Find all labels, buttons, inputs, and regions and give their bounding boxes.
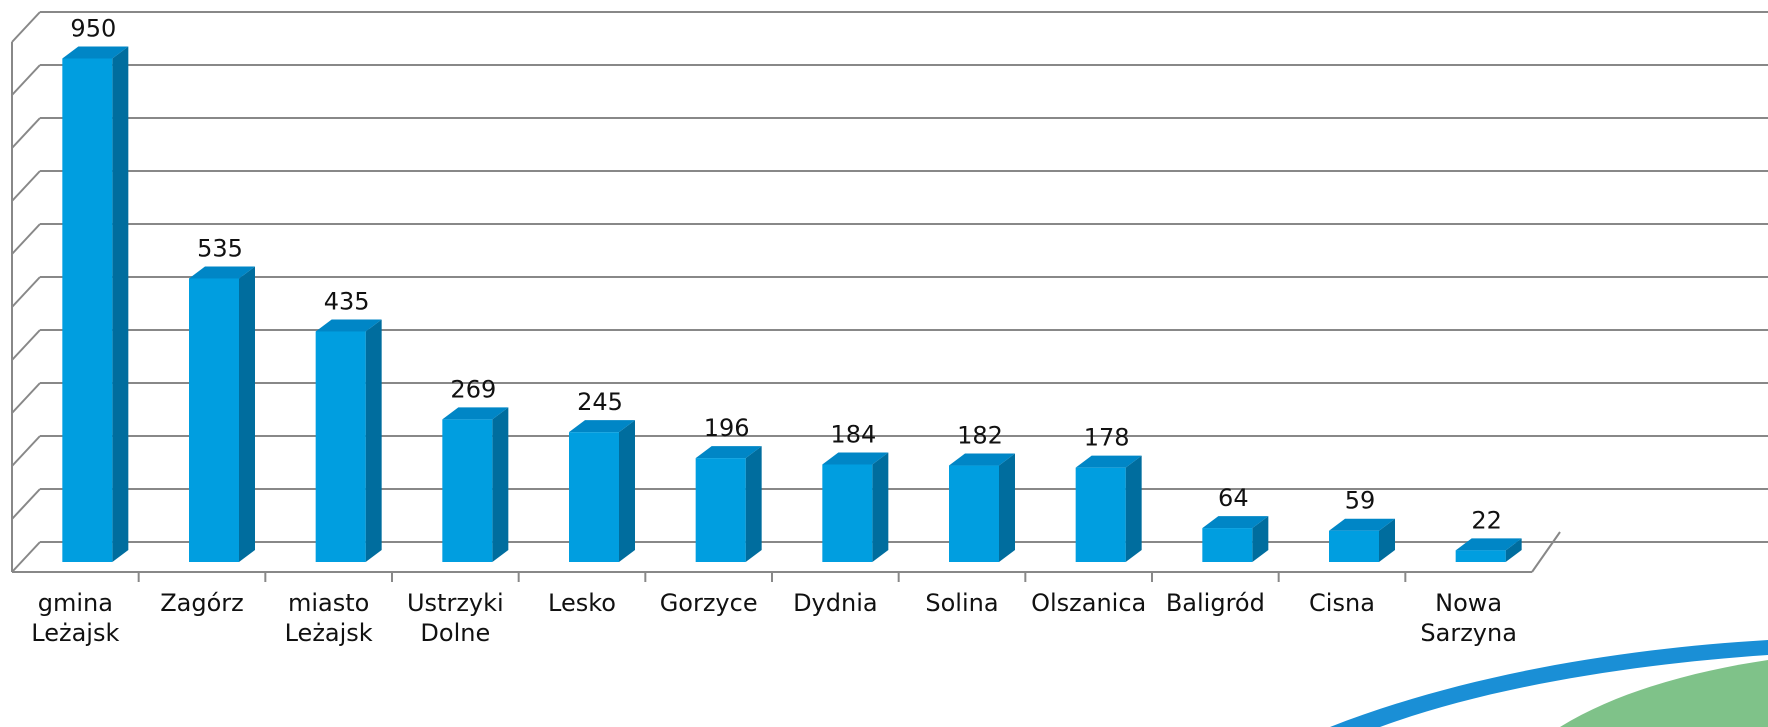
bar-side <box>1252 516 1269 562</box>
grid-line-side <box>11 488 41 520</box>
bar-top <box>949 453 1015 466</box>
bar <box>62 58 113 562</box>
value-label: 178 <box>1084 424 1130 452</box>
bar-top <box>1329 518 1395 531</box>
bar-side <box>619 420 635 562</box>
value-label: 59 <box>1345 487 1376 515</box>
x-tick-label: Solina <box>925 589 999 617</box>
value-label: 182 <box>957 422 1003 450</box>
bar <box>442 419 493 562</box>
bar-side <box>492 407 509 562</box>
value-label: 950 <box>70 15 116 43</box>
grid-line-side <box>11 64 41 96</box>
x-tick-label: Gorzyce <box>659 589 758 617</box>
bar-top <box>1075 455 1142 468</box>
grid-line-side <box>11 117 41 149</box>
grid-line-side <box>11 223 41 255</box>
value-label: 435 <box>324 287 370 315</box>
value-label: 535 <box>197 234 243 262</box>
bar <box>189 278 239 562</box>
grid-line-side <box>11 329 41 361</box>
bar-top <box>695 446 762 459</box>
bar <box>949 465 999 562</box>
x-tick-label: Lesko <box>548 589 616 617</box>
bar-side <box>239 266 255 562</box>
x-tick-label: miasto Leżajsk <box>284 589 373 647</box>
bar-side <box>745 446 762 562</box>
bar-top <box>62 46 129 59</box>
value-label: 245 <box>577 388 623 416</box>
bar-side <box>1505 538 1522 562</box>
value-label: 64 <box>1218 484 1249 512</box>
grid-line-side <box>11 11 41 43</box>
x-tick-label: Zagórz <box>160 589 244 617</box>
x-tick-label: Dydnia <box>793 589 878 617</box>
grid-line-side <box>11 435 41 467</box>
bar <box>1329 530 1379 562</box>
bar-top <box>315 319 382 332</box>
bar-side <box>872 452 889 562</box>
value-label: 269 <box>450 375 496 403</box>
x-tick-label: Nowa Sarzyna <box>1420 589 1517 647</box>
bar <box>1202 528 1253 562</box>
bar-side <box>112 46 129 562</box>
bar-side <box>1125 455 1142 562</box>
bar <box>315 331 366 562</box>
decor-swoosh <box>1330 640 1768 727</box>
bar-top <box>569 420 635 433</box>
bar-top <box>822 452 889 465</box>
bar-side <box>365 319 382 562</box>
bar-side <box>1379 518 1395 562</box>
bar-top <box>442 407 509 420</box>
bar-top <box>1202 516 1269 529</box>
x-tick-label: Olszanica <box>1031 589 1147 617</box>
bar <box>822 464 873 562</box>
bar-top <box>1455 538 1522 551</box>
x-tick-label: Ustrzyki Dolne <box>406 589 504 647</box>
floor-edge <box>1531 531 1561 573</box>
grid-line-side <box>11 382 41 414</box>
grid-line-side <box>11 276 41 308</box>
bar <box>695 458 746 562</box>
grid-line-side <box>11 541 41 573</box>
bar-side <box>999 453 1015 562</box>
value-label: 196 <box>704 414 750 442</box>
grid-line-side <box>11 170 41 202</box>
value-label: 184 <box>830 420 876 448</box>
decor-swoosh-green <box>1560 660 1768 727</box>
bar <box>1075 467 1126 562</box>
x-tick-label: Cisna <box>1309 589 1375 617</box>
x-tick-label: Baligród <box>1165 589 1265 617</box>
value-label: 22 <box>1471 506 1502 534</box>
bar <box>569 432 619 562</box>
bar <box>1455 550 1506 562</box>
x-tick-label: gmina Leżajsk <box>31 589 120 647</box>
bar-top <box>189 266 255 279</box>
